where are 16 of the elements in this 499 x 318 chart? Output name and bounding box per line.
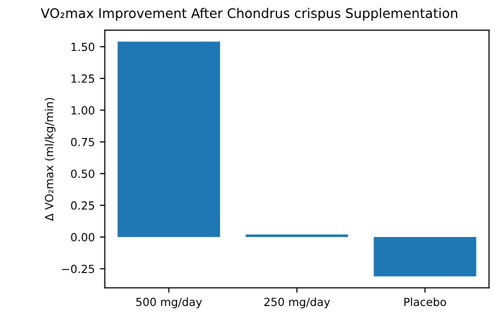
x-tick-label: Placebo bbox=[404, 298, 446, 306]
x-tick-label: 250 mg/day bbox=[264, 298, 330, 308]
y-tick-label: −0.25 bbox=[62, 264, 94, 274]
bar bbox=[246, 234, 348, 238]
y-tick-label: 0.75 bbox=[71, 138, 94, 146]
y-tick-label: 0.25 bbox=[71, 201, 94, 210]
y-axis-title: Δ VO₂max (ml/kg/min) bbox=[44, 98, 56, 221]
x-tick-label: 500 mg/day bbox=[136, 298, 202, 308]
y-tick-label: 0.00 bbox=[71, 233, 94, 242]
bar bbox=[118, 42, 220, 238]
y-tick-label: 0.50 bbox=[71, 170, 94, 178]
y-tick-label: 1.25 bbox=[72, 74, 94, 83]
bar bbox=[374, 237, 476, 276]
y-tick-label: 1.50 bbox=[72, 42, 94, 52]
y-tick-label: 1.00 bbox=[72, 106, 94, 115]
chart-title: VO₂max Improvement After Chondrus crispus Supplementation bbox=[40, 8, 458, 21]
